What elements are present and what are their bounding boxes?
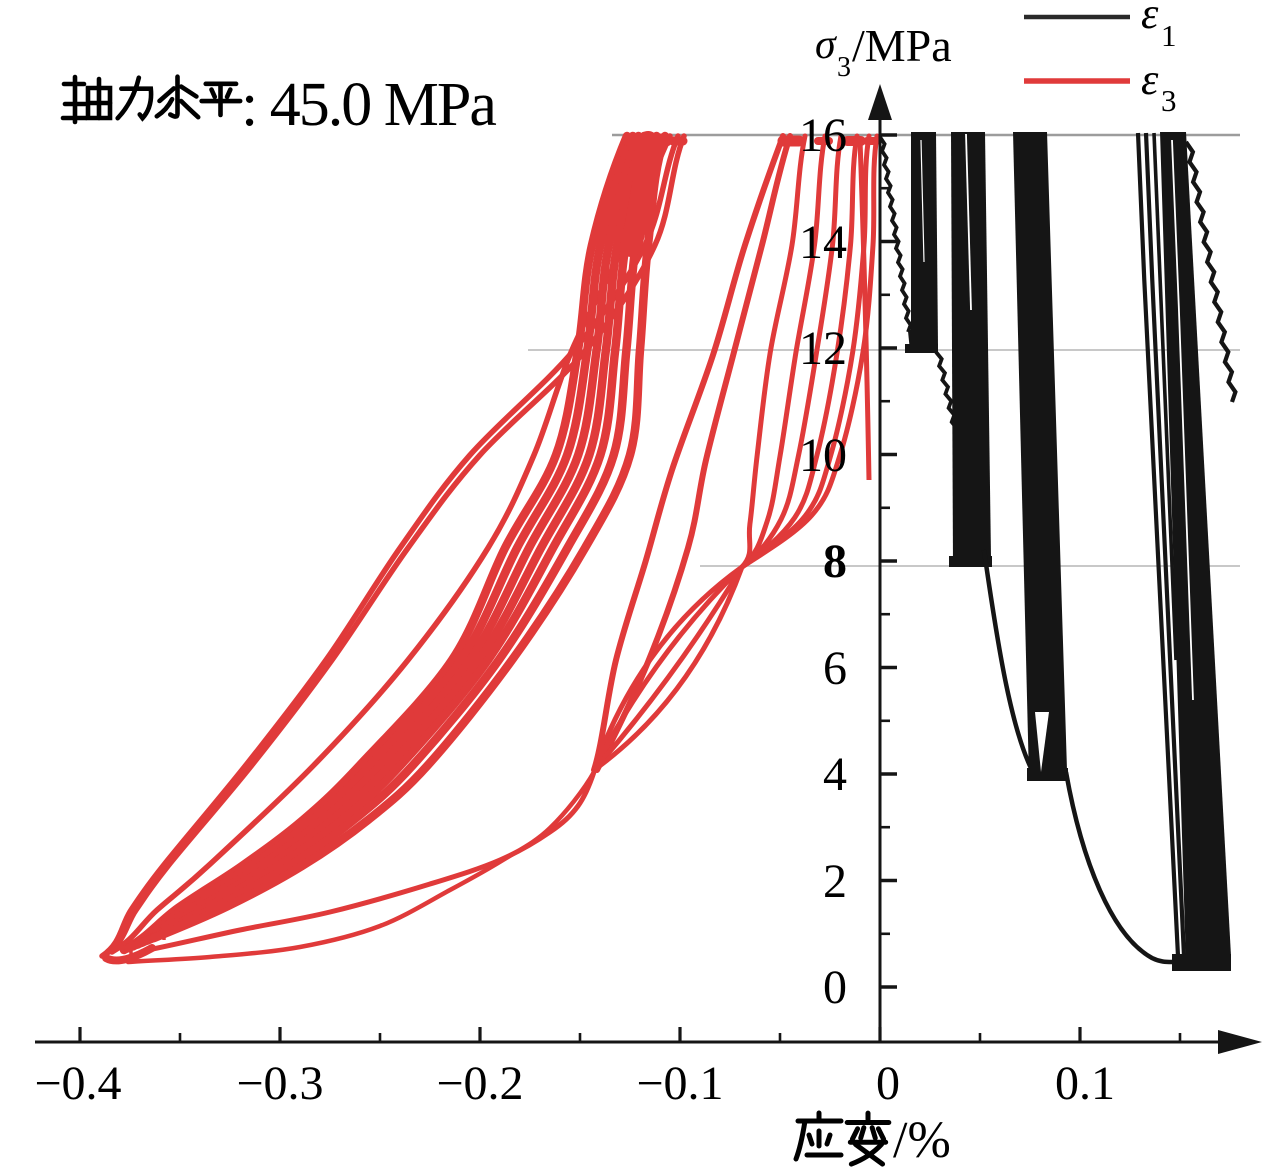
svg-text:ε: ε bbox=[1141, 0, 1159, 38]
svg-text:−0.3: −0.3 bbox=[236, 1057, 323, 1110]
svg-text:2: 2 bbox=[823, 855, 847, 908]
svg-text:0: 0 bbox=[876, 1057, 900, 1110]
svg-text:−0.1: −0.1 bbox=[636, 1057, 723, 1110]
svg-text:8: 8 bbox=[823, 535, 847, 588]
svg-text:12: 12 bbox=[799, 322, 847, 375]
svg-text:16: 16 bbox=[799, 109, 847, 162]
svg-text:σ: σ bbox=[815, 22, 838, 68]
svg-text:3: 3 bbox=[837, 52, 851, 83]
svg-text:4: 4 bbox=[823, 748, 847, 801]
svg-text:14: 14 bbox=[799, 216, 847, 269]
svg-text:: 45.0 MPa: : 45.0 MPa bbox=[241, 71, 496, 139]
svg-text:0: 0 bbox=[823, 961, 847, 1014]
svg-text:ε: ε bbox=[1141, 55, 1159, 104]
svg-text:3: 3 bbox=[1161, 83, 1177, 118]
svg-text:1: 1 bbox=[1161, 18, 1177, 53]
svg-text:0.1: 0.1 bbox=[1055, 1057, 1115, 1110]
svg-text:−0.4: −0.4 bbox=[34, 1057, 121, 1110]
svg-text:/MPa: /MPa bbox=[852, 20, 952, 71]
svg-text:/%: /% bbox=[893, 1112, 951, 1169]
svg-text:−0.2: −0.2 bbox=[436, 1057, 523, 1110]
svg-text:10: 10 bbox=[799, 429, 847, 482]
svg-text:6: 6 bbox=[823, 642, 847, 695]
